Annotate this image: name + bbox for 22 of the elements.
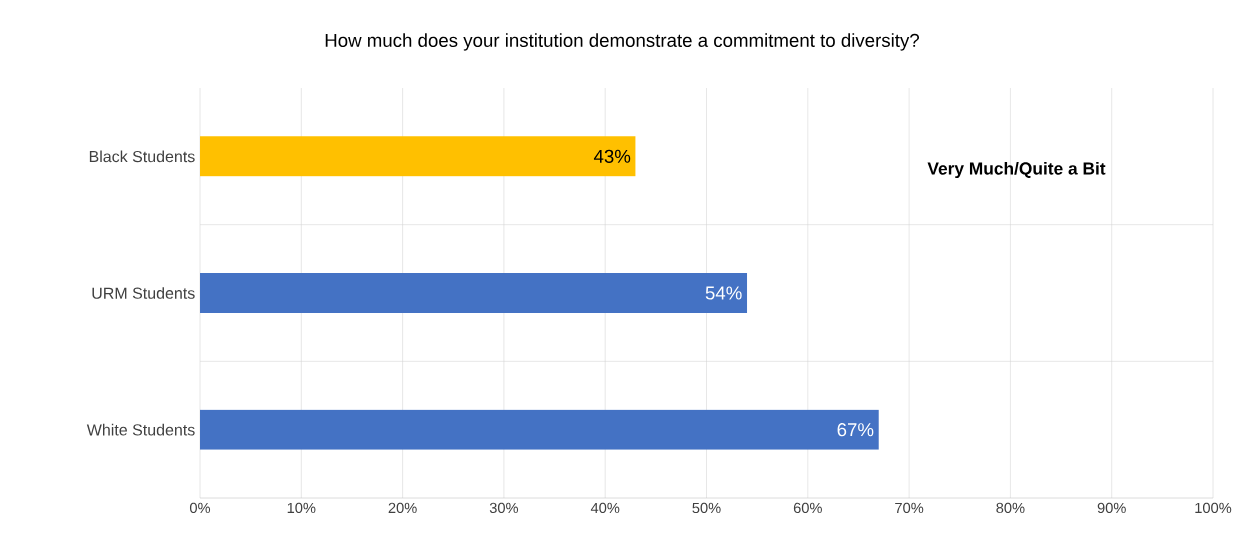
x-tick-label: 0% [189, 502, 211, 514]
x-tick-label: 10% [287, 502, 316, 514]
annotation: Very Much/Quite a Bit [927, 161, 1106, 179]
x-tick-label: 20% [388, 502, 417, 514]
x-tick-label: 40% [590, 502, 620, 514]
data-label: 54% [705, 286, 742, 300]
y-tick-label: Black Students [89, 150, 195, 163]
x-tick-label: 90% [1097, 502, 1126, 514]
bar [200, 409, 879, 450]
y-tick-label: White Students [86, 423, 195, 436]
y-tick-label: URM Students [92, 287, 195, 299]
bar [200, 136, 636, 177]
bar [200, 273, 748, 313]
data-label: 67% [837, 423, 874, 437]
x-tick-label: 50% [692, 502, 721, 514]
data-label: 43% [593, 149, 631, 163]
x-tick-label: 80% [996, 502, 1025, 514]
chart-title: How much does your institution demonstrate a commitment to diversity? [325, 33, 920, 51]
x-tick-label: 100% [1195, 502, 1232, 514]
x-tick-label: 70% [895, 502, 924, 514]
x-tick-label: 60% [793, 502, 822, 514]
x-tick-label: 30% [489, 502, 519, 514]
